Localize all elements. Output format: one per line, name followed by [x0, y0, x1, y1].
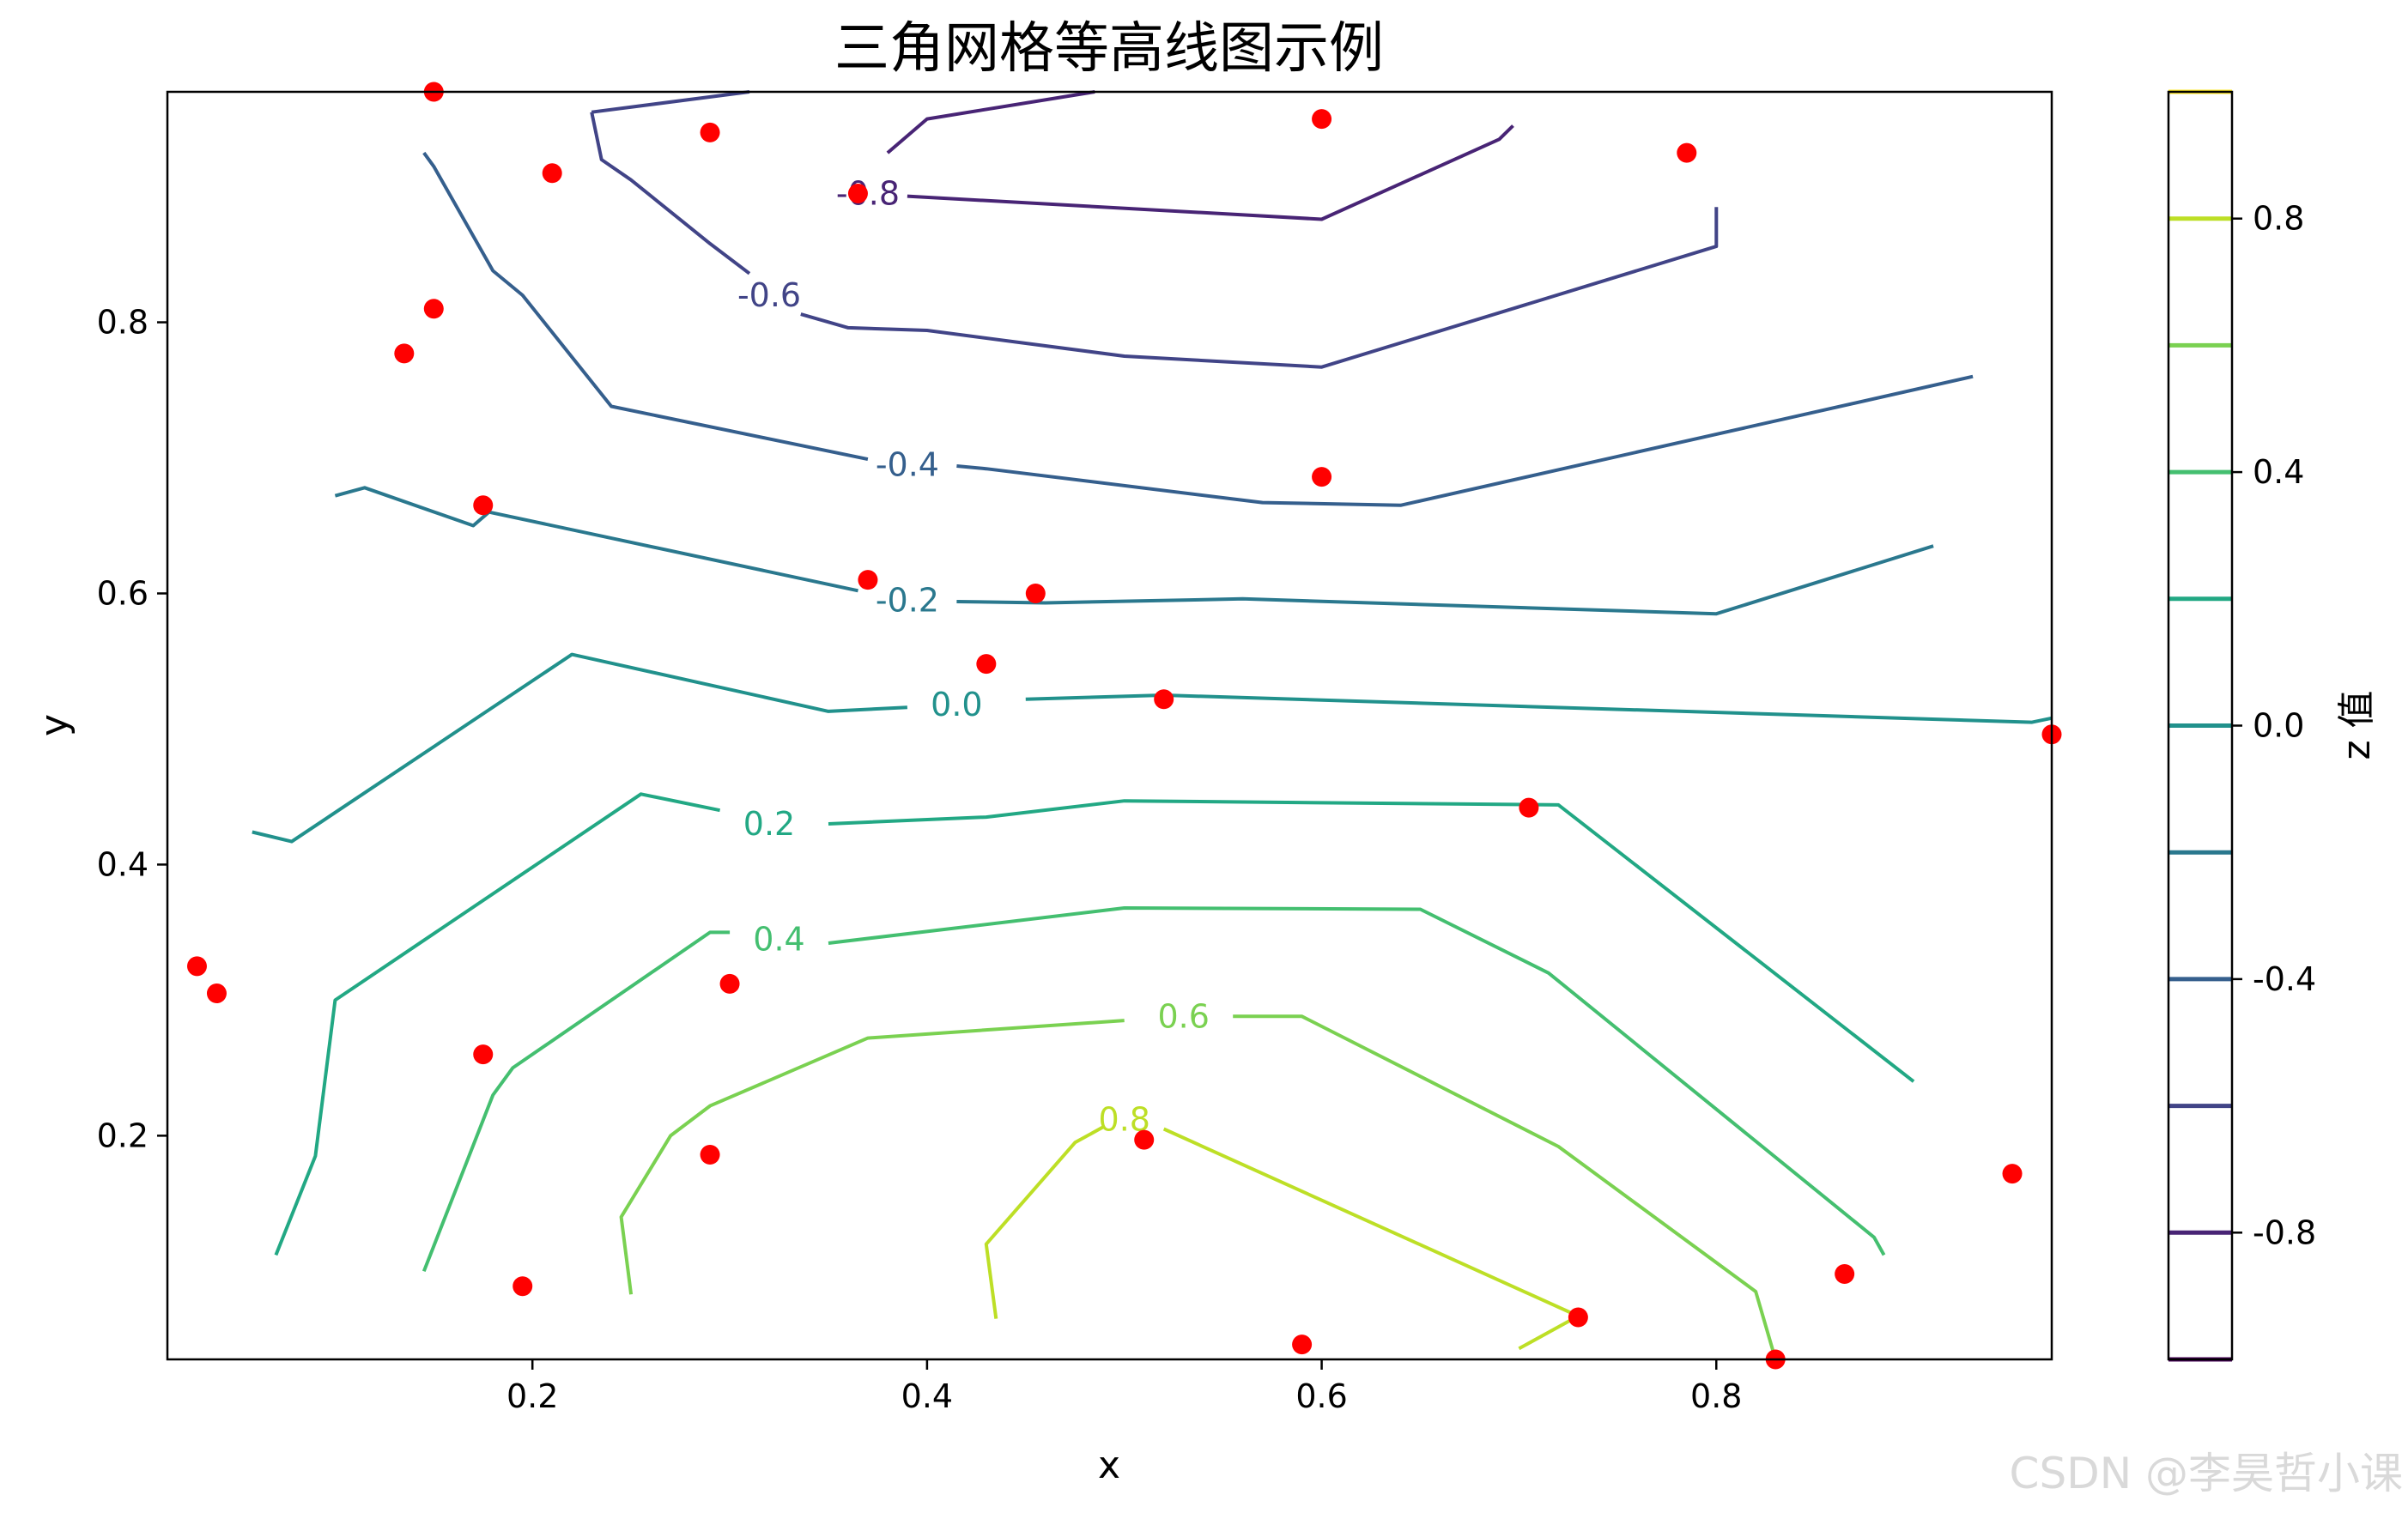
contour-line	[828, 906, 1886, 1256]
contour-label: -0.2	[876, 581, 939, 619]
colorbar-ticks: -0.8 -0.4 0.0 0.4 0.8	[2232, 200, 2316, 1251]
contour-line	[591, 90, 750, 114]
contour-line	[956, 544, 1934, 616]
data-point	[513, 1276, 533, 1297]
contour-line	[907, 124, 1514, 221]
data-points	[186, 82, 2062, 1370]
contour-label: 0.0	[931, 686, 982, 723]
data-point	[186, 956, 207, 977]
data-point	[700, 1144, 720, 1165]
contour-label: 0.4	[753, 920, 804, 958]
data-point	[542, 163, 562, 184]
y-axis: 0.2 0.4 0.6 0.8	[97, 304, 167, 1154]
contour-line	[619, 1019, 1125, 1295]
data-point	[858, 570, 878, 590]
x-axis: 0.2 0.4 0.6 0.8	[506, 1359, 1742, 1415]
data-point	[1025, 583, 1046, 603]
y-tick-label: 0.4	[97, 845, 149, 883]
contour-line	[984, 1124, 1106, 1319]
colorbar-tick-label: 0.4	[2253, 453, 2304, 491]
chart-title: 三角网格等高线图示例	[834, 17, 1384, 81]
contour-line	[886, 90, 1095, 154]
contour-line	[274, 792, 721, 1256]
y-axis-label: y	[33, 714, 76, 736]
contour-line	[590, 112, 751, 275]
plot-background	[167, 92, 2052, 1359]
x-tick-label: 0.4	[901, 1377, 953, 1415]
x-tick-label: 0.6	[1295, 1377, 1347, 1415]
contour-line	[422, 151, 869, 462]
contour-label: -0.6	[737, 276, 801, 314]
contour-lines	[252, 90, 2053, 1360]
colorbar-tick-label: -0.8	[2253, 1213, 2316, 1251]
data-point	[2002, 1164, 2023, 1184]
data-point	[423, 299, 444, 319]
contour-line	[1233, 1014, 1778, 1360]
data-point	[1292, 1334, 1313, 1355]
data-point	[1677, 142, 1697, 163]
data-point	[847, 183, 868, 203]
contour-line	[334, 486, 858, 593]
data-point	[1134, 1129, 1155, 1150]
data-point	[1568, 1307, 1588, 1328]
data-point	[719, 973, 740, 994]
watermark: CSDN @李昊哲小课	[2009, 1449, 2403, 1498]
data-point	[206, 983, 227, 1003]
y-tick-label: 0.6	[97, 574, 149, 612]
contour-labels: -0.8-0.6-0.4-0.20.00.20.40.60.8	[737, 174, 1210, 1138]
plot-frame	[166, 90, 2053, 1361]
data-point	[1312, 109, 1332, 130]
data-point	[1154, 689, 1174, 710]
colorbar-label: z 值	[2335, 690, 2379, 760]
colorbar-tick-label: -0.4	[2253, 960, 2316, 998]
x-axis-label: x	[1098, 1443, 1120, 1487]
colorbar: -0.8 -0.4 0.0 0.4 0.8 z 值	[2167, 89, 2379, 1362]
data-point	[394, 343, 415, 364]
contour-line	[956, 374, 1974, 507]
data-point	[700, 122, 720, 142]
contour-label: 0.2	[743, 805, 795, 843]
colorbar-tick-label: 0.8	[2253, 200, 2304, 238]
contour-label: -0.4	[876, 445, 939, 483]
data-point	[976, 654, 997, 675]
x-tick-label: 0.2	[506, 1377, 558, 1415]
contour-line	[1025, 693, 2053, 724]
data-point	[1519, 797, 1539, 818]
y-tick-label: 0.2	[97, 1117, 149, 1154]
contour-label: 0.6	[1157, 997, 1209, 1035]
data-point	[473, 1044, 494, 1065]
x-tick-label: 0.8	[1690, 1377, 1742, 1415]
contour-line	[252, 652, 908, 844]
colorbar-tick-label: 0.0	[2253, 707, 2304, 745]
data-point	[1835, 1263, 1855, 1284]
contour-line	[422, 930, 731, 1273]
y-tick-label: 0.8	[97, 304, 149, 342]
contour-line	[800, 207, 1719, 369]
plot-area: -0.8-0.6-0.4-0.20.00.20.40.60.8	[166, 82, 2062, 1370]
data-point	[1312, 467, 1332, 487]
data-point	[473, 495, 494, 516]
contour-line	[828, 799, 1915, 1083]
